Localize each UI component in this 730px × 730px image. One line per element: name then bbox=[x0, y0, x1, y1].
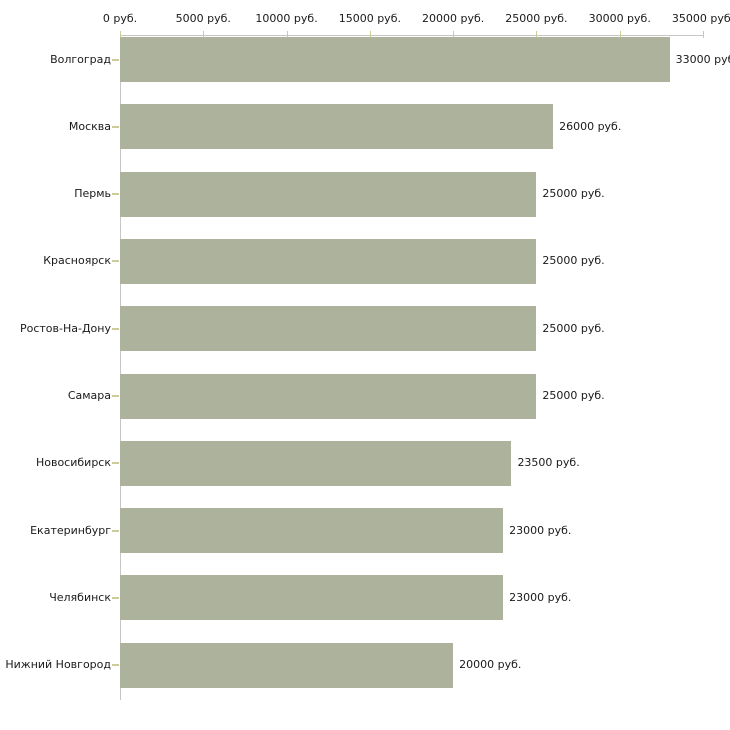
bar-value-label: 25000 руб. bbox=[542, 321, 605, 335]
bar-value-label: 23000 руб. bbox=[509, 590, 572, 604]
x-axis-line bbox=[120, 35, 703, 36]
bar bbox=[120, 171, 537, 217]
x-tick-label: 0 руб. bbox=[102, 12, 138, 25]
x-tick-mark bbox=[453, 31, 455, 38]
bar-value-label: 25000 руб. bbox=[542, 254, 605, 268]
bar-value-label: 20000 руб. bbox=[459, 658, 522, 672]
bar bbox=[120, 575, 504, 621]
bar bbox=[120, 440, 512, 486]
bar bbox=[120, 508, 504, 554]
category-label: Екатеринбург bbox=[30, 523, 111, 537]
x-tick-mark bbox=[120, 31, 121, 38]
category-label: Самара bbox=[67, 389, 111, 402]
bar-value-label: 25000 руб. bbox=[542, 389, 605, 402]
x-tick-label: 25000 руб. bbox=[505, 12, 568, 25]
y-axis-line bbox=[120, 35, 121, 700]
category-label: Москва bbox=[68, 119, 111, 133]
y-tick-mark bbox=[112, 327, 119, 330]
category-label: Новосибирск bbox=[35, 456, 111, 470]
bar-value-label: 33000 руб. bbox=[675, 52, 730, 66]
x-tick-mark bbox=[703, 31, 704, 38]
x-tick-label: 10000 руб. bbox=[255, 12, 318, 25]
x-tick-label: 35000 руб. bbox=[671, 12, 730, 25]
y-tick-mark bbox=[112, 260, 119, 263]
bar-value-label: 23500 руб. bbox=[517, 456, 580, 470]
x-tick-mark bbox=[619, 31, 621, 38]
category-label: Нижний Новгород bbox=[5, 658, 111, 672]
category-label: Волгоград bbox=[50, 52, 111, 66]
bar bbox=[120, 373, 537, 419]
y-tick-mark bbox=[112, 58, 119, 61]
y-tick-mark bbox=[112, 125, 119, 128]
x-tick-label: 20000 руб. bbox=[422, 12, 485, 25]
bar-value-label: 23000 руб. bbox=[509, 523, 572, 537]
bar bbox=[120, 104, 554, 150]
x-tick-mark bbox=[369, 31, 371, 38]
category-label: Ростов-На-Дону bbox=[19, 321, 111, 335]
y-tick-mark bbox=[112, 462, 119, 465]
x-tick-label: 15000 руб. bbox=[338, 12, 401, 25]
y-tick-mark bbox=[112, 395, 119, 397]
x-tick-mark bbox=[286, 31, 288, 38]
x-tick-mark bbox=[203, 31, 205, 38]
y-tick-mark bbox=[112, 664, 119, 667]
bar bbox=[120, 306, 537, 352]
bar bbox=[120, 238, 537, 284]
x-tick-label: 5000 руб. bbox=[175, 12, 231, 25]
y-tick-mark bbox=[112, 596, 119, 599]
bar-value-label: 26000 руб. bbox=[559, 119, 622, 133]
y-tick-mark bbox=[112, 529, 119, 532]
category-label: Пермь bbox=[74, 187, 111, 201]
bar-value-label: 25000 руб. bbox=[542, 187, 605, 201]
category-label: Красноярск bbox=[43, 254, 111, 268]
category-label: Челябинск bbox=[49, 590, 111, 604]
x-tick-label: 30000 руб. bbox=[588, 12, 651, 25]
bar bbox=[120, 642, 454, 688]
bar bbox=[120, 37, 670, 82]
y-tick-mark bbox=[112, 193, 119, 196]
x-tick-mark bbox=[536, 31, 538, 38]
